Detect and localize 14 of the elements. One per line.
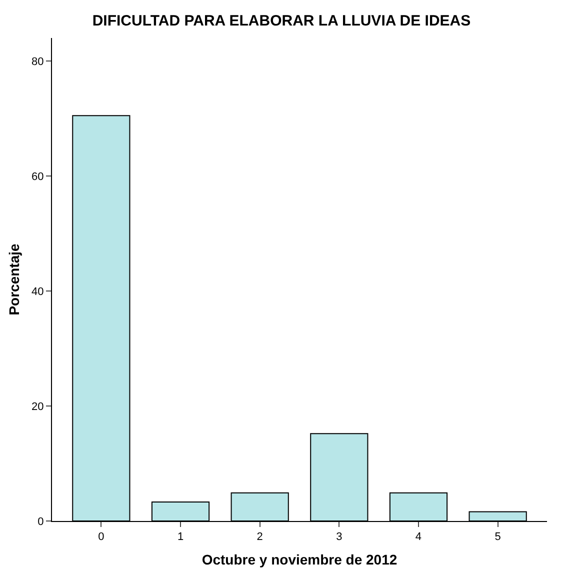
y-tick-label: 80 [32, 56, 44, 68]
y-axis-title: Porcentaje [6, 243, 22, 316]
chart-title: DIFICULTAD PARA ELABORAR LA LLUVIA DE IDEAS [92, 12, 471, 30]
y-tick-label: 40 [32, 286, 44, 298]
x-tick-label: 1 [177, 531, 184, 544]
x-tick-label: 2 [256, 531, 263, 544]
x-tick-label: 5 [494, 531, 501, 544]
y-tick-label: 60 [32, 170, 44, 183]
x-tick-label: 4 [415, 531, 422, 544]
y-tick-label: 0 [38, 516, 44, 528]
x-axis-title: Octubre y noviembre de 2012 [202, 552, 398, 568]
x-tick-label: 3 [336, 531, 342, 544]
y-tick-label: 20 [32, 400, 44, 413]
x-tick-label: 0 [98, 531, 104, 544]
